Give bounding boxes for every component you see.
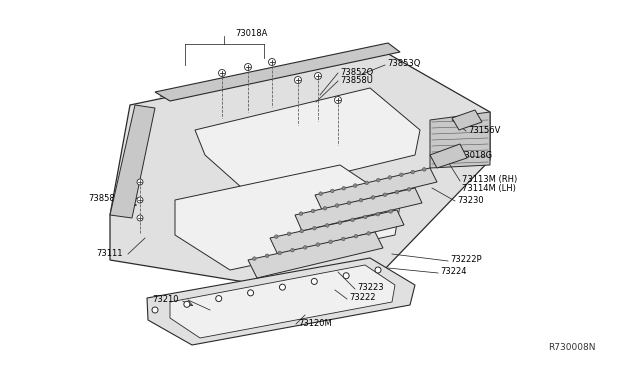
Circle shape: [411, 170, 415, 174]
Circle shape: [303, 246, 307, 249]
Text: 73858U: 73858U: [88, 193, 121, 202]
Circle shape: [314, 73, 321, 80]
Circle shape: [422, 167, 426, 171]
Circle shape: [316, 243, 319, 246]
Polygon shape: [170, 265, 395, 338]
Circle shape: [364, 215, 367, 219]
Circle shape: [343, 273, 349, 279]
Polygon shape: [195, 88, 420, 195]
Text: 73223: 73223: [357, 283, 383, 292]
Circle shape: [300, 212, 303, 215]
Text: 73222P: 73222P: [450, 256, 482, 264]
Circle shape: [359, 198, 363, 202]
Polygon shape: [147, 258, 415, 345]
Circle shape: [294, 77, 301, 83]
Circle shape: [280, 284, 285, 290]
Circle shape: [396, 190, 399, 194]
Text: 73120M: 73120M: [298, 318, 332, 327]
Text: 73018G: 73018G: [459, 151, 492, 160]
Circle shape: [248, 290, 253, 296]
Polygon shape: [430, 144, 467, 168]
Text: 73210: 73210: [152, 295, 179, 305]
Polygon shape: [315, 168, 437, 210]
Circle shape: [371, 196, 375, 199]
Circle shape: [342, 186, 346, 190]
Circle shape: [291, 248, 294, 252]
Circle shape: [342, 237, 345, 241]
Circle shape: [335, 96, 342, 103]
Circle shape: [329, 240, 332, 244]
Text: 73852Q: 73852Q: [340, 67, 373, 77]
Polygon shape: [110, 52, 490, 300]
Circle shape: [376, 212, 380, 216]
Circle shape: [399, 173, 403, 177]
Circle shape: [323, 206, 327, 210]
Polygon shape: [110, 105, 155, 218]
Circle shape: [244, 64, 252, 71]
Text: 73111: 73111: [96, 250, 122, 259]
Circle shape: [137, 215, 143, 221]
Circle shape: [335, 204, 339, 207]
Polygon shape: [452, 110, 482, 130]
Circle shape: [407, 187, 411, 191]
Text: 73156V: 73156V: [468, 125, 500, 135]
Text: 73230: 73230: [457, 196, 484, 205]
Text: 73018A: 73018A: [235, 29, 268, 38]
Circle shape: [311, 278, 317, 285]
Circle shape: [347, 201, 351, 205]
Circle shape: [300, 229, 303, 233]
Circle shape: [330, 189, 334, 193]
Text: R730008N: R730008N: [548, 343, 595, 352]
Circle shape: [275, 235, 278, 238]
Circle shape: [388, 176, 392, 179]
Circle shape: [137, 197, 143, 203]
Circle shape: [351, 218, 355, 222]
Circle shape: [313, 227, 316, 230]
Circle shape: [376, 178, 380, 182]
Circle shape: [383, 193, 387, 196]
Polygon shape: [270, 210, 404, 255]
Circle shape: [389, 209, 392, 213]
Circle shape: [311, 209, 315, 213]
Circle shape: [152, 307, 158, 313]
Circle shape: [354, 234, 358, 238]
Circle shape: [184, 301, 190, 307]
Polygon shape: [295, 188, 422, 231]
Circle shape: [325, 224, 329, 227]
Circle shape: [338, 221, 342, 224]
Text: 73222: 73222: [349, 294, 376, 302]
Circle shape: [216, 296, 221, 302]
Text: 73114M (LH): 73114M (LH): [462, 183, 516, 192]
Circle shape: [278, 251, 282, 255]
Circle shape: [218, 70, 225, 77]
Circle shape: [269, 58, 275, 65]
Text: 73853Q: 73853Q: [387, 58, 420, 67]
Circle shape: [367, 232, 371, 235]
Polygon shape: [430, 112, 490, 168]
Circle shape: [375, 267, 381, 273]
Circle shape: [253, 257, 256, 260]
Polygon shape: [155, 43, 400, 101]
Text: 73113M (RH): 73113M (RH): [462, 174, 517, 183]
Circle shape: [365, 181, 369, 185]
Text: 73858U: 73858U: [340, 76, 373, 84]
Circle shape: [287, 232, 291, 235]
Circle shape: [137, 179, 143, 185]
Circle shape: [265, 254, 269, 257]
Polygon shape: [248, 232, 383, 278]
Text: 73224: 73224: [440, 267, 467, 276]
Polygon shape: [175, 165, 400, 270]
Circle shape: [319, 192, 323, 195]
Circle shape: [353, 184, 357, 187]
